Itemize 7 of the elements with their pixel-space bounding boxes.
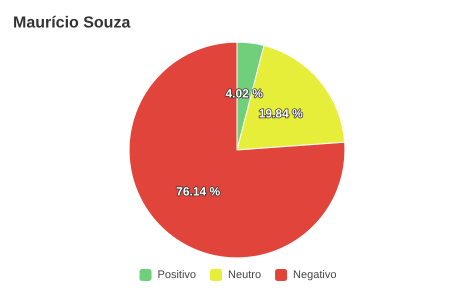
chart-title: Maurício Souza: [13, 14, 130, 32]
legend-label: Negativo: [293, 269, 336, 281]
data-label: 4.02 %: [225, 86, 264, 100]
data-label: 76.14 %: [176, 184, 221, 199]
data-label: 19.84 %: [258, 106, 304, 121]
legend-label: Neutro: [228, 269, 262, 281]
legend-label: Positivo: [158, 269, 196, 281]
